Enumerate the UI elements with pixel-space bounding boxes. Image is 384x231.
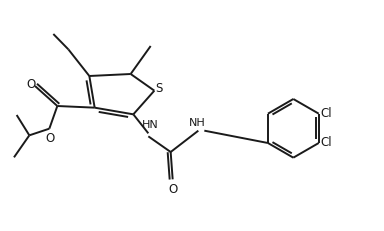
- Text: HN: HN: [142, 120, 159, 130]
- Text: O: O: [26, 79, 36, 91]
- Text: S: S: [156, 82, 163, 95]
- Text: NH: NH: [189, 118, 206, 128]
- Text: Cl: Cl: [321, 107, 333, 120]
- Text: O: O: [46, 132, 55, 145]
- Text: Cl: Cl: [321, 137, 333, 149]
- Text: O: O: [168, 183, 177, 196]
